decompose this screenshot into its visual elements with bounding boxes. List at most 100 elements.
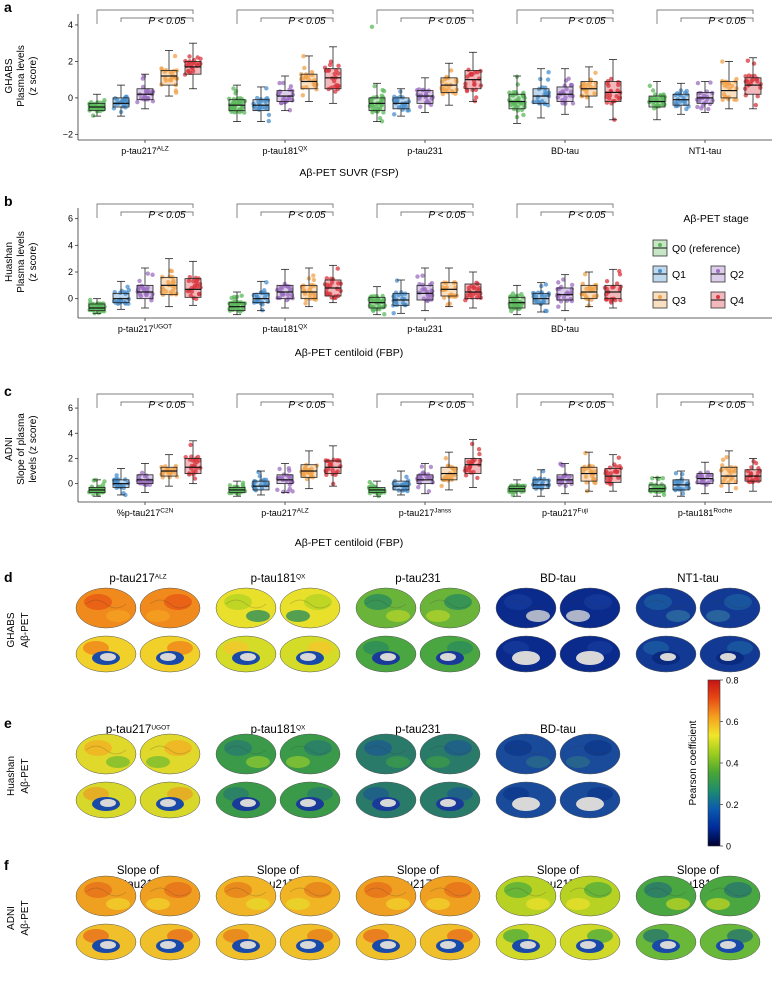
data-point [301, 53, 306, 59]
medial-wall [520, 799, 536, 807]
data-point [334, 68, 339, 73]
data-point [380, 87, 385, 93]
box-q3 [580, 450, 598, 494]
box-q1 [531, 68, 552, 119]
cortex-region-temporal [526, 898, 550, 910]
box-q3 [159, 50, 180, 97]
cortex-region-temporal [706, 610, 730, 622]
box-iqr [416, 474, 434, 485]
sulcus-line [645, 599, 687, 609]
data-point [539, 294, 545, 299]
data-point [613, 298, 618, 303]
data-point [556, 280, 561, 285]
data-point [442, 475, 447, 480]
data-point [197, 292, 202, 297]
data-point [617, 268, 622, 274]
data-point [264, 280, 269, 285]
data-point [570, 101, 576, 106]
data-point [367, 479, 372, 485]
data-point [518, 101, 523, 106]
cortex-region [84, 882, 112, 898]
data-point [259, 486, 265, 491]
cortex-region [304, 882, 332, 898]
box-iqr [184, 458, 202, 474]
sulcus-line [85, 887, 127, 897]
box-iqr [416, 284, 434, 301]
brain-map-1: p-tau217UGOT [75, 724, 201, 819]
data-point [589, 469, 595, 474]
data-point [169, 269, 175, 274]
data-point [722, 79, 728, 85]
legend-label: Q0 (reference) [672, 243, 740, 255]
panel-letter: b [4, 193, 13, 209]
lateral-view-left [355, 875, 417, 917]
data-point [227, 483, 233, 488]
medial-view-right [139, 635, 201, 673]
significance-bracket-inner [120, 401, 194, 406]
data-point [312, 293, 317, 299]
box-iqr [368, 97, 386, 112]
data-point [236, 100, 241, 105]
significance-bracket-inner [120, 211, 194, 216]
data-point [145, 271, 151, 276]
data-point [477, 451, 482, 457]
sulcus-line [569, 745, 611, 755]
medial-wall [240, 941, 256, 949]
data-point [681, 95, 686, 100]
data-point [187, 54, 192, 59]
data-point [418, 104, 423, 109]
x-tick-label-base: p-tau231 [407, 324, 443, 334]
cortex-region-temporal [146, 756, 170, 768]
box-q0 [367, 24, 387, 124]
p-value-label: P < 0.05 [428, 210, 466, 221]
data-point [264, 86, 269, 91]
box-iqr [112, 292, 130, 304]
x-tick-label-base: p-tau181 [263, 324, 299, 334]
map-title-sup: QX [296, 574, 306, 581]
colorbar-title: Pearson coefficient [688, 720, 699, 805]
data-point [580, 281, 585, 286]
box-q4 [183, 440, 203, 485]
box-q1 [111, 468, 131, 498]
box-q3 [439, 451, 459, 491]
data-point [394, 278, 400, 283]
brain-map-2: Slope ofp-tau217ALZ [215, 865, 341, 961]
sulcus-line [709, 887, 751, 897]
map-title: p-tau231 [395, 573, 440, 585]
data-point [139, 480, 145, 486]
data-point [730, 475, 735, 481]
data-point [614, 281, 620, 286]
medial-wall [580, 799, 596, 807]
data-point [188, 442, 193, 448]
cortex-region-temporal [386, 610, 410, 622]
sulcus-line [225, 599, 267, 609]
x-axis-label: Aβ-PET centiloid (FBP) [295, 537, 404, 549]
x-tick-label: p-tau181Roche [678, 508, 733, 519]
cortex-region [364, 594, 392, 610]
data-point [262, 288, 267, 293]
data-point [569, 282, 575, 288]
significance-bracket [516, 393, 614, 408]
data-point [307, 287, 312, 293]
x-tick-label: p-tau217Fuji [542, 508, 588, 519]
cortex-region [304, 594, 332, 610]
medial-view-left [355, 781, 417, 819]
data-point [114, 473, 119, 478]
data-point [233, 88, 239, 94]
data-point [604, 278, 610, 284]
data-point [719, 483, 724, 488]
cortex-region-temporal [246, 756, 270, 768]
data-point [429, 297, 434, 302]
box-iqr [160, 466, 178, 477]
cortex-region-temporal [386, 756, 410, 768]
sulcus-line [289, 745, 331, 755]
x-tick-label-base: p-tau181 [678, 508, 714, 518]
box-iqr [184, 278, 202, 298]
medial-wall [160, 653, 176, 661]
data-point [750, 77, 755, 83]
data-point [304, 84, 309, 90]
box-q0 [87, 297, 107, 316]
data-point [254, 95, 260, 101]
cortex-region-temporal [106, 898, 130, 910]
data-point [680, 491, 686, 496]
